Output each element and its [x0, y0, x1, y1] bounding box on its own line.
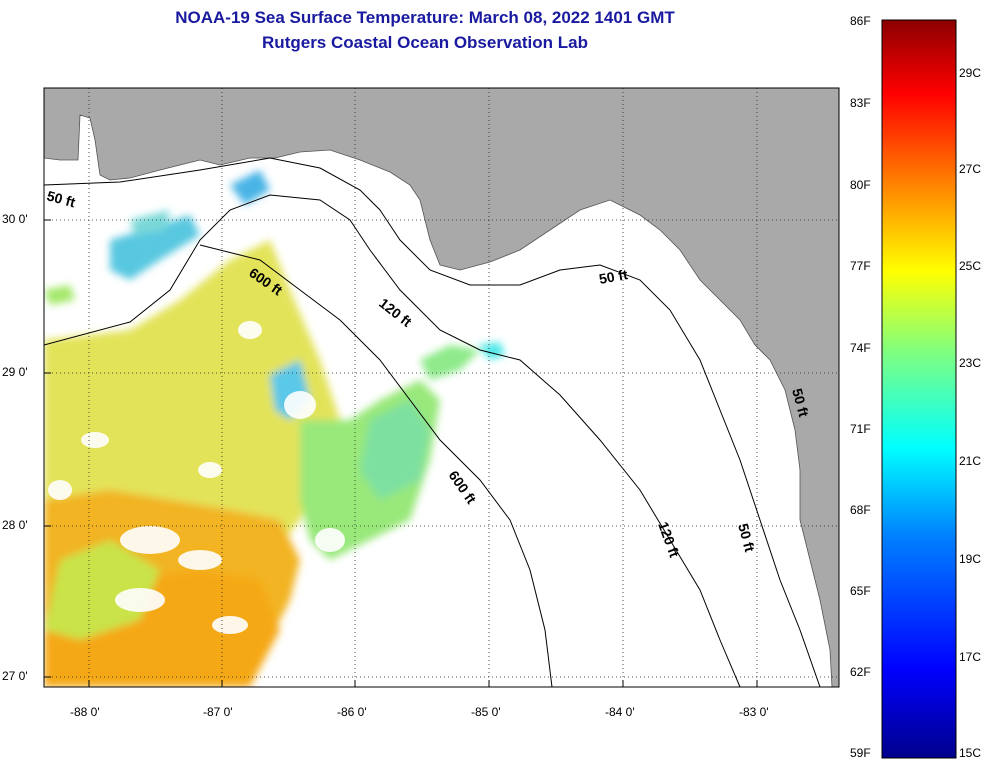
colorbar-f-label: 77F [850, 259, 871, 273]
isobaths [44, 157, 821, 687]
latitude-label: 29 0' [2, 365, 28, 379]
longitude-label: -86 0' [337, 705, 367, 719]
longitude-label: -88 0' [70, 705, 100, 719]
map-frame [43, 87, 840, 688]
isobath-120ft [44, 194, 741, 687]
land-mass [44, 88, 839, 687]
longitude-label: -84 0' [605, 705, 635, 719]
colorbar-f-label: 74F [850, 341, 871, 355]
colorbar-c-label: 17C [959, 650, 982, 664]
isobath-600ft [199, 244, 553, 687]
axis-ticks [44, 219, 758, 687]
isobath-label: 50 ft [789, 387, 812, 419]
colorbar-f-label: 59F [850, 746, 871, 760]
colorbar-f-label: 80F [850, 178, 871, 192]
colorbar-c-label: 25C [959, 259, 982, 273]
cloud-mask [48, 321, 345, 634]
map-subtitle: Rutgers Coastal Ocean Observation Lab [262, 33, 588, 52]
colorbar-c-label: 23C [959, 356, 982, 370]
latitude-label: 27 0' [2, 669, 28, 683]
latitude-label: 28 0' [2, 518, 28, 532]
colorbar-f-label: 83F [850, 96, 871, 110]
colorbar-c-label: 21C [959, 454, 982, 468]
latitude-label: 30 0' [2, 212, 28, 226]
colorbar-f-label: 62F [850, 665, 871, 679]
colorbar-c-label: 27C [959, 162, 982, 176]
isobath-label: 50 ft [45, 187, 77, 210]
colorbar-f-label: 65F [850, 584, 871, 598]
colorbar-f-label: 68F [850, 503, 871, 517]
graticule [44, 88, 839, 687]
colorbar-f-label: 86F [850, 14, 871, 28]
colorbar [881, 19, 957, 759]
isobath-label: 50 ft [598, 266, 629, 287]
isobath-label: 50 ft [735, 522, 758, 554]
colorbar-f-label: 71F [850, 422, 871, 436]
isobath-50ft-west [44, 157, 821, 687]
colorbar-c-label: 15C [959, 746, 982, 760]
sst-data-layer [44, 170, 505, 687]
colorbar-c-label: 29C [959, 66, 982, 80]
map-title: NOAA-19 Sea Surface Temperature: March 0… [175, 8, 675, 27]
longitude-label: -87 0' [203, 705, 233, 719]
longitude-label: -85 0' [471, 705, 501, 719]
colorbar-c-label: 19C [959, 552, 982, 566]
longitude-label: -83 0' [739, 705, 769, 719]
